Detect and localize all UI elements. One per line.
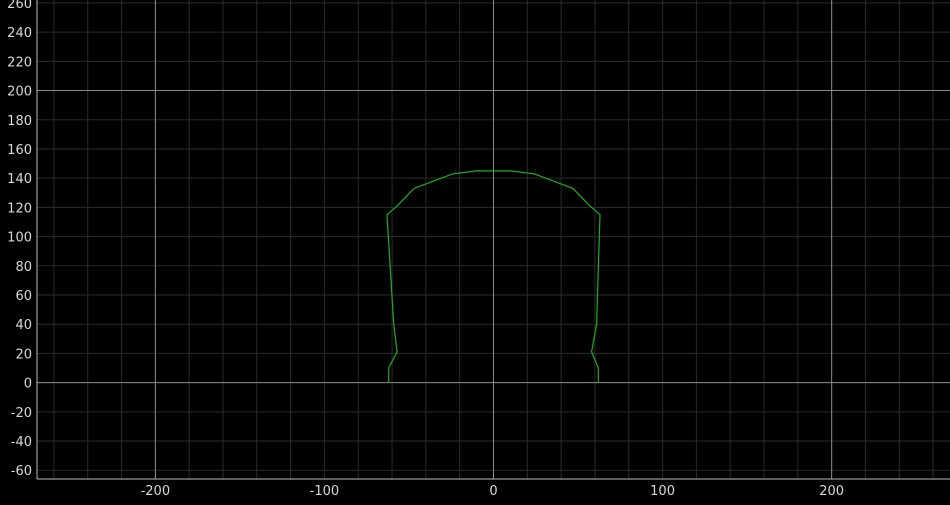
- y-tick-label: -40: [11, 435, 32, 450]
- y-tick-labels: -60 -40 -20 0 20 40 60 80 100 120 140 160 180 200 220 2…: [7, 0, 32, 479]
- y-tick-label: 0: [24, 377, 32, 392]
- y-tick-label: 80: [15, 260, 32, 275]
- y-tick-label: -20: [11, 406, 32, 421]
- major-grid: [37, 0, 950, 479]
- x-tick-label: -100: [310, 484, 340, 499]
- x-tick-label: 0: [489, 484, 497, 499]
- x-tick-label: -200: [141, 484, 171, 499]
- x-tick-label: 100: [650, 484, 675, 499]
- y-tick-label: 20: [15, 347, 32, 362]
- y-tick-label: 180: [7, 114, 32, 129]
- y-tick-label: 220: [7, 55, 32, 70]
- series-layer: [386, 170, 601, 383]
- y-tick-label: 140: [7, 172, 32, 187]
- y-tick-label: 60: [15, 289, 32, 304]
- series-line: [386, 170, 601, 383]
- y-tick-label: 40: [15, 318, 32, 333]
- y-tick-label: 240: [7, 26, 32, 41]
- y-tick-label: 160: [7, 143, 32, 158]
- y-tick-label: 200: [7, 85, 32, 100]
- y-tick-label: 100: [7, 231, 32, 246]
- y-tick-label: 120: [7, 201, 32, 216]
- y-tick-label: 260: [7, 0, 32, 12]
- x-tick-label: 200: [819, 484, 844, 499]
- y-tick-label: -60: [11, 464, 32, 479]
- axes: [36, 0, 950, 480]
- x-tick-labels: -200 -100 0 100 200: [141, 484, 844, 499]
